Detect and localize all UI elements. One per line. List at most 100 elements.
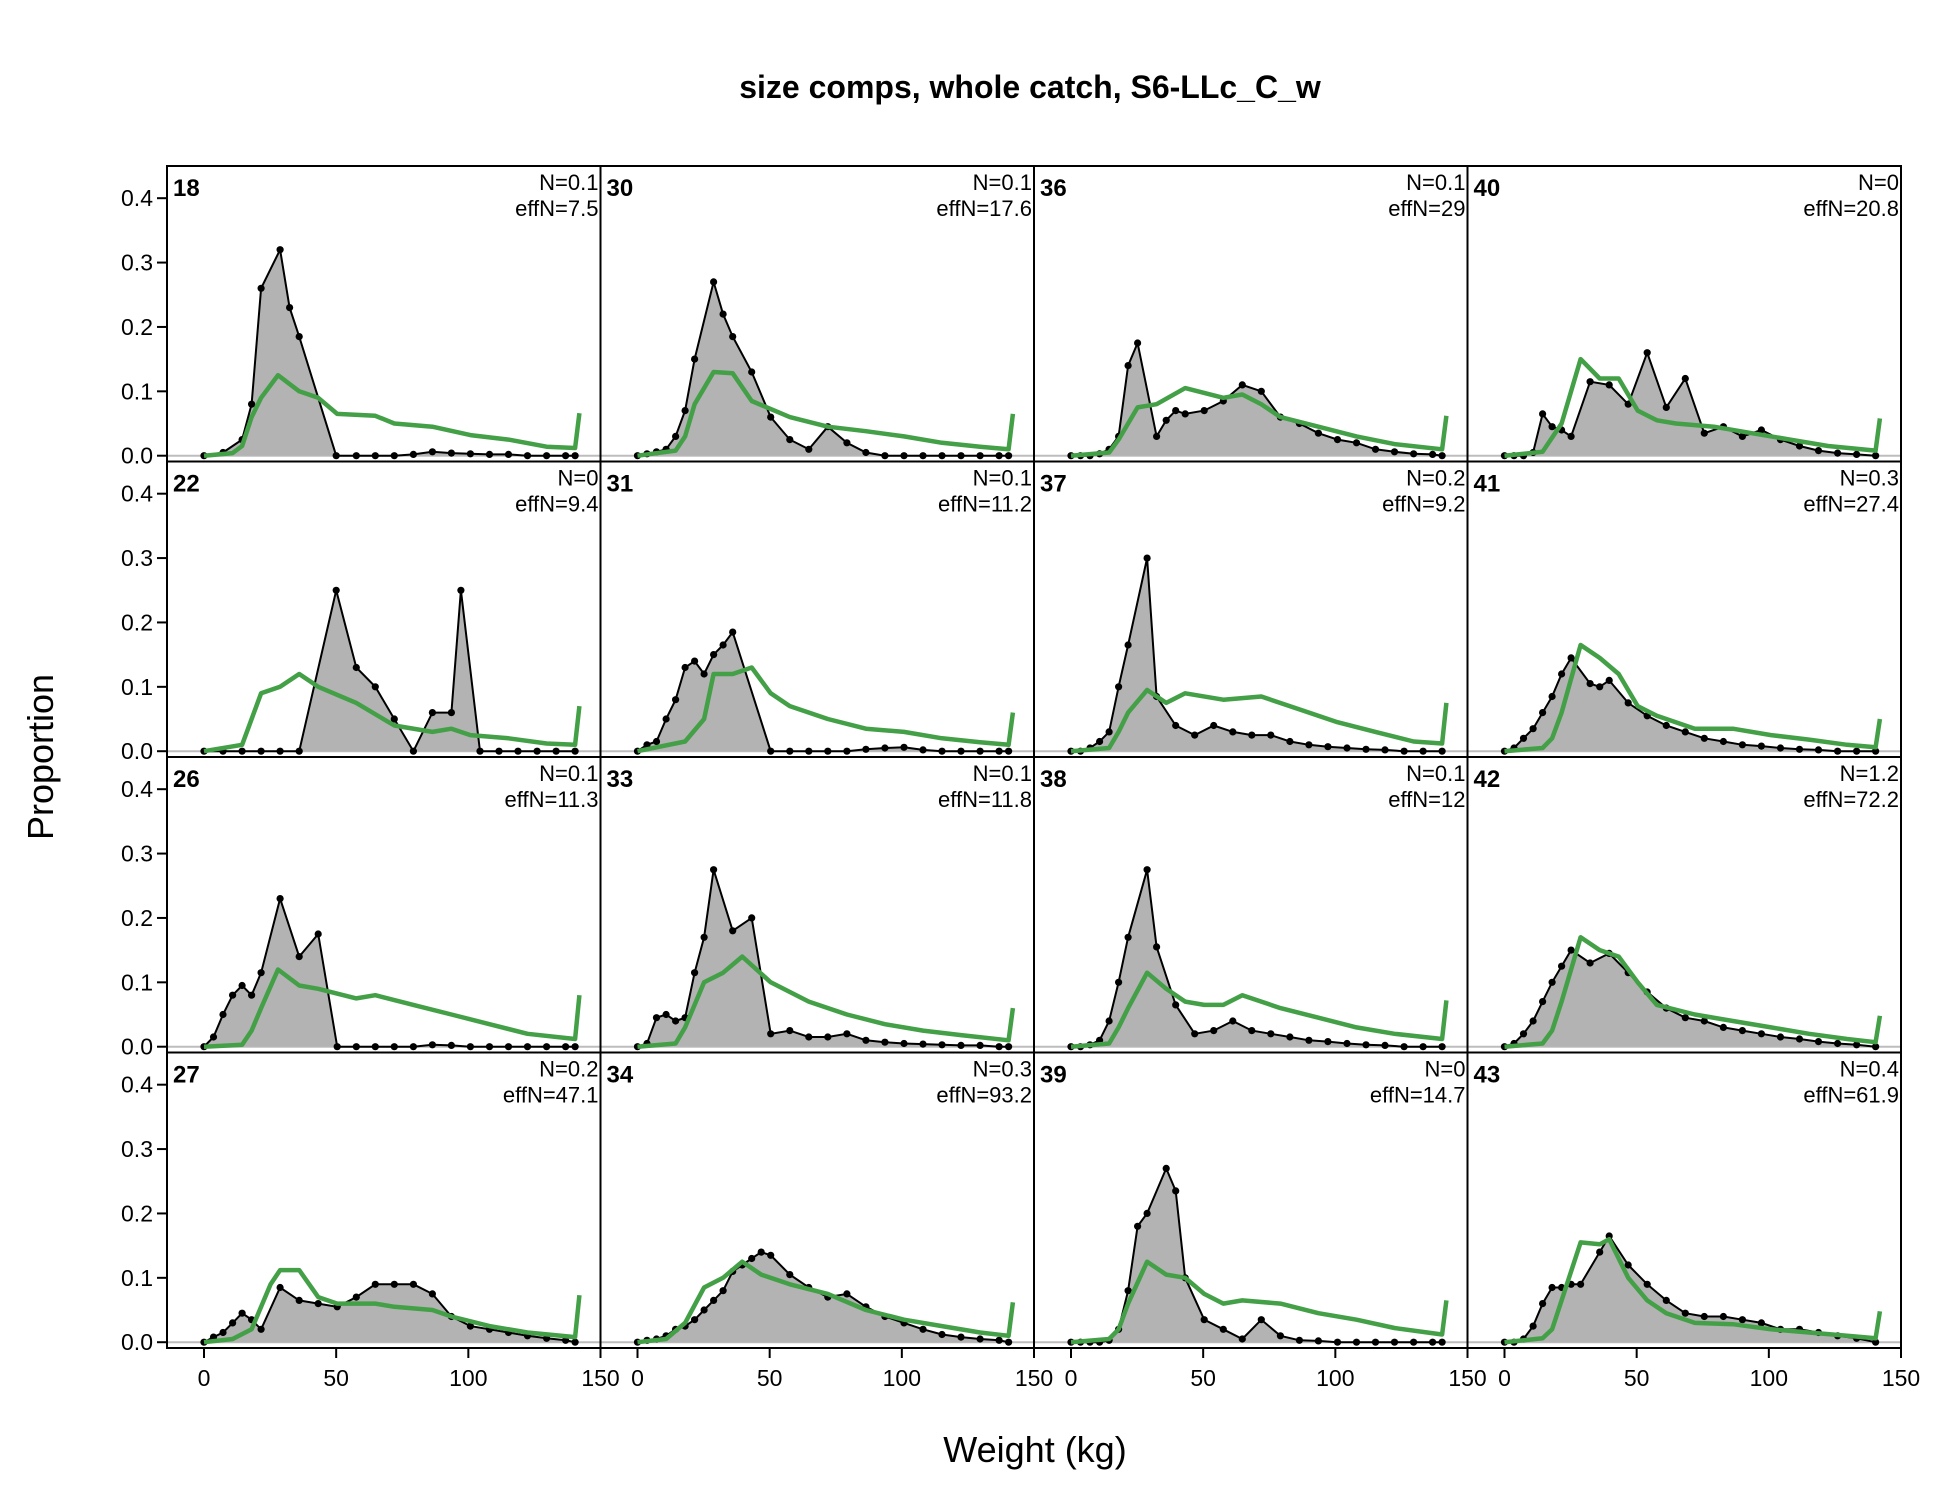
observed-point — [409, 1043, 417, 1051]
observed-point — [957, 1333, 965, 1341]
observed-point — [295, 333, 303, 341]
observed-point — [1352, 1338, 1361, 1346]
y-tick-label: 0.1 — [121, 674, 153, 700]
observed-point — [1267, 731, 1275, 739]
observed-point — [672, 696, 680, 704]
observed-point — [1643, 1280, 1651, 1288]
observed-point — [1172, 407, 1180, 415]
expected-line — [637, 1259, 1016, 1345]
observed-point — [1586, 959, 1594, 967]
observed-point — [1143, 866, 1151, 874]
panel-effn: effN=12 — [1388, 787, 1465, 812]
observed-point — [1333, 436, 1342, 444]
observed-point — [691, 355, 699, 363]
observed-point — [276, 246, 284, 254]
panel-frame — [1466, 1051, 1902, 1349]
panel-label: 30 — [607, 175, 634, 202]
observed-point — [352, 1043, 360, 1051]
observed-point — [390, 715, 398, 723]
observed-point — [314, 930, 322, 938]
observed-point — [1134, 339, 1142, 347]
panel-n: N=0.2 — [1406, 466, 1465, 491]
panel-label: 37 — [1040, 471, 1067, 498]
observed-point — [352, 1293, 360, 1301]
observed-point — [523, 1043, 532, 1051]
observed-point — [691, 969, 699, 977]
observed-point — [523, 452, 532, 460]
observed-point — [1105, 728, 1113, 736]
observed-point — [485, 450, 494, 458]
observed-area — [1504, 352, 1876, 456]
observed-point — [1776, 744, 1785, 752]
observed-point — [1529, 1017, 1537, 1025]
observed-point — [1191, 1030, 1199, 1038]
x-tick-label: 150 — [581, 1365, 619, 1391]
chart-title: size comps, whole catch, S6-LLc_C_w — [739, 69, 1321, 105]
observed-point — [881, 744, 889, 752]
y-tick-label: 0.2 — [121, 905, 153, 931]
observed-point — [919, 1040, 927, 1048]
observed-point — [919, 1325, 927, 1333]
observed-point — [1419, 1043, 1427, 1051]
observed-point — [1352, 439, 1361, 447]
observed-point — [1853, 1041, 1861, 1049]
x-tick-label: 50 — [757, 1365, 783, 1391]
observed-point — [652, 737, 661, 746]
observed-area — [1504, 657, 1876, 752]
observed-point — [1548, 692, 1556, 701]
observed-point — [662, 715, 670, 723]
observed-point — [1700, 1017, 1708, 1025]
panel-effn: effN=61.9 — [1803, 1083, 1899, 1108]
observed-point — [1738, 741, 1746, 749]
observed-point — [805, 445, 813, 453]
observed-area — [637, 632, 1009, 752]
x-tick-label: 150 — [1448, 1365, 1486, 1391]
observed-point — [276, 1283, 284, 1292]
observed-point — [1662, 1296, 1670, 1304]
observed-point — [257, 1325, 265, 1333]
observed-point — [1314, 429, 1322, 437]
observed-point — [1381, 1041, 1389, 1049]
observed-point — [1548, 423, 1556, 431]
observed-point — [1362, 745, 1370, 753]
y-tick-label: 0.0 — [121, 1329, 153, 1355]
observed-point — [238, 747, 246, 755]
observed-point — [1567, 946, 1575, 954]
panel-effn: effN=72.2 — [1803, 787, 1899, 812]
observed-point — [710, 651, 718, 659]
observed-point — [1410, 450, 1418, 458]
observed-point — [571, 747, 579, 755]
observed-point — [257, 284, 265, 292]
x-tick-label: 100 — [883, 1365, 921, 1391]
observed-point — [995, 1336, 1003, 1344]
observed-point — [1219, 1325, 1227, 1333]
observed-point — [719, 641, 727, 649]
observed-point — [1529, 1322, 1537, 1330]
expected-line — [1070, 385, 1449, 458]
observed-point — [571, 452, 579, 460]
observed-point — [248, 400, 256, 408]
observed-point — [1719, 1023, 1727, 1031]
observed-point — [219, 1010, 227, 1019]
observed-point — [767, 747, 775, 755]
observed-point — [1124, 1287, 1132, 1295]
y-tick-label: 0.4 — [121, 1072, 153, 1098]
observed-point — [938, 1041, 946, 1049]
x-axis-title: Weight (kg) — [943, 1429, 1126, 1470]
observed-point — [805, 747, 813, 755]
observed-area — [204, 590, 576, 752]
observed-point — [1558, 670, 1566, 678]
observed-point — [976, 452, 984, 460]
observed-area — [1071, 558, 1443, 752]
panel-label: 34 — [607, 1062, 634, 1089]
observed-point — [1872, 1043, 1880, 1051]
observed-point — [786, 436, 794, 444]
observed-area — [1071, 1168, 1443, 1343]
observed-point — [710, 1296, 718, 1304]
